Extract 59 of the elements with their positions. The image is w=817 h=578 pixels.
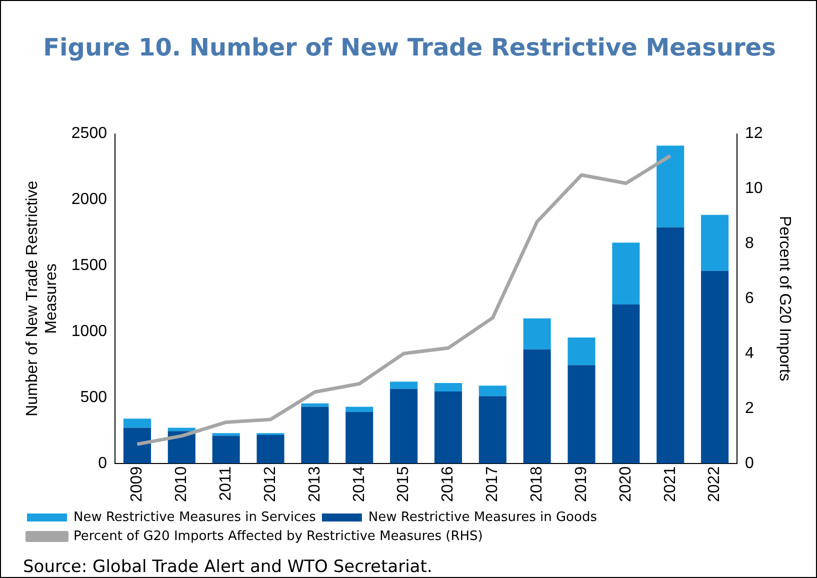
bar	[212, 436, 240, 464]
y2-tick-label: 0	[745, 454, 754, 472]
legend-label: Percent of G20 Imports Affected by Restrictive Measures (RHS)	[74, 528, 483, 544]
bar	[523, 318, 551, 350]
bar	[390, 388, 418, 464]
y-tick-label: 2000	[71, 191, 108, 208]
y2-tick-label: 2	[745, 400, 754, 417]
y2-axis-title: Percent of G20 Imports	[776, 216, 793, 382]
x-tick-label: 2014	[350, 466, 368, 502]
x-tick-label: 2010	[173, 466, 190, 502]
bar	[256, 435, 284, 464]
x-tick-label: 2021	[662, 466, 679, 502]
x-tick-label: 2016	[440, 466, 457, 502]
x-tick-label: 2012	[262, 466, 279, 502]
bar	[701, 214, 729, 271]
bar	[656, 146, 684, 228]
y-tick-label: 1500	[71, 257, 108, 274]
x-tick-label: 2009	[128, 466, 146, 502]
bar	[123, 428, 151, 464]
y-tick-label: 1000	[71, 322, 108, 340]
x-tick-label: 2022	[706, 466, 724, 502]
bar	[346, 412, 374, 464]
x-tick-label: 2020	[617, 466, 634, 502]
bar	[390, 382, 418, 389]
bar	[434, 382, 462, 392]
bar	[701, 270, 729, 464]
x-tick-label: 2017	[484, 466, 502, 502]
bar	[523, 349, 551, 464]
bar	[478, 386, 506, 396]
y2-tick-label: 4	[745, 344, 754, 362]
bar	[346, 406, 374, 412]
chart-title: Figure 10. Number of New Trade Restrictive Measures	[43, 34, 776, 62]
y2-tick-label: 6	[745, 290, 754, 308]
bar	[301, 403, 329, 407]
y2-tick-label: 8	[745, 235, 754, 252]
x-tick-label: 2011	[217, 466, 234, 501]
source-note: Source: Global Trade Alert and WTO Secretariat.	[23, 557, 432, 577]
bar	[123, 418, 151, 428]
bar	[301, 406, 329, 464]
bar	[212, 433, 240, 436]
bar	[568, 337, 596, 366]
bar	[434, 392, 462, 464]
x-tick-label: 2019	[572, 466, 590, 502]
y2-tick-label: 12	[745, 125, 763, 142]
x-tick-label: 2018	[528, 466, 546, 502]
y2-tick-label: 10	[745, 180, 763, 198]
y-tick-label: 500	[80, 388, 108, 406]
y-tick-label: 2500	[71, 125, 108, 142]
legend-label: New Restrictive Measures in Services	[74, 510, 316, 525]
x-tick-label: 2015	[395, 466, 412, 502]
bar	[656, 227, 684, 464]
x-tick-label: 2013	[306, 466, 324, 502]
bar	[612, 304, 640, 464]
bar	[478, 396, 506, 464]
y-axis-title: Number of New Trade Restrictive Measures	[24, 180, 60, 416]
bar	[568, 365, 596, 464]
legend-label: New Restrictive Measures in Goods	[368, 510, 598, 525]
bar	[612, 242, 640, 305]
y-tick-label: 0	[98, 454, 108, 472]
